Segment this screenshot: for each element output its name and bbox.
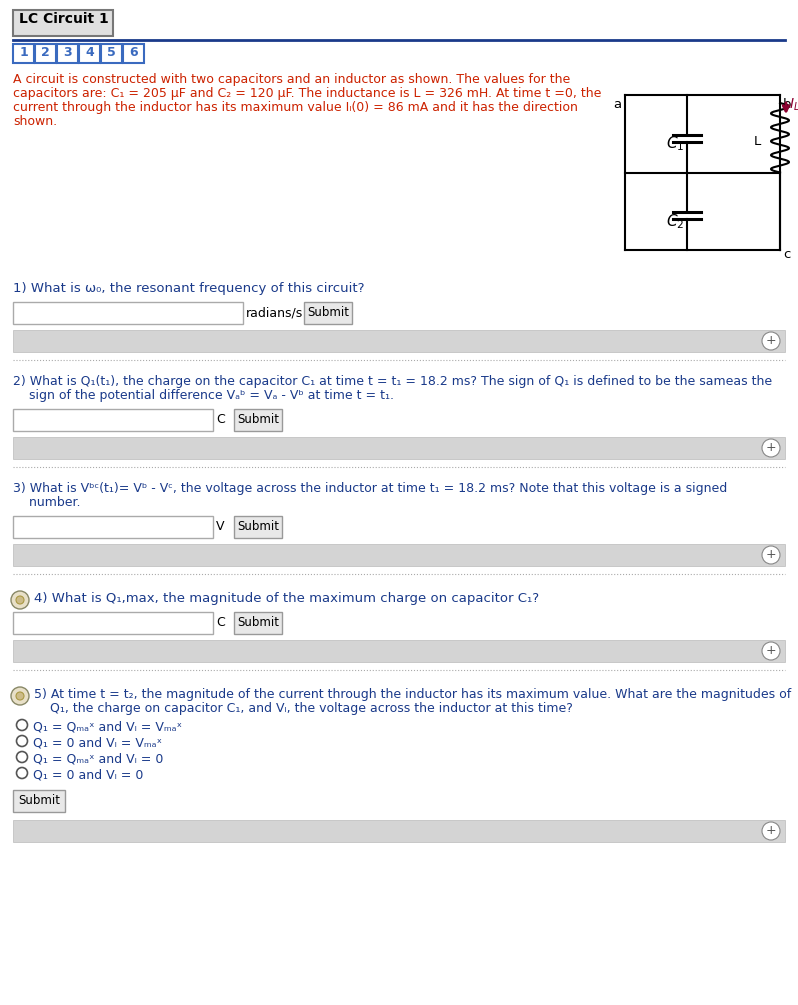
Bar [234, 409, 282, 431]
Bar [123, 44, 144, 63]
Text: Submit: Submit [237, 520, 279, 533]
Text: +: + [766, 548, 776, 561]
Circle shape [16, 692, 24, 700]
Text: $C_1$: $C_1$ [666, 135, 684, 153]
Text: 4) What is Q₁,max, the magnitude of the maximum charge on capacitor C₁?: 4) What is Q₁,max, the magnitude of the … [34, 592, 539, 605]
Text: 1: 1 [19, 46, 28, 59]
Text: A circuit is constructed with two capacitors and an inductor as shown. The value: A circuit is constructed with two capaci… [13, 73, 571, 86]
Text: L: L [754, 135, 761, 148]
Text: +: + [766, 334, 776, 347]
Text: shown.: shown. [13, 115, 57, 128]
Text: Q₁ = Qₘₐˣ and Vₗ = 0: Q₁ = Qₘₐˣ and Vₗ = 0 [33, 752, 164, 765]
Text: 2: 2 [41, 46, 49, 59]
Text: 3: 3 [63, 46, 72, 59]
Bar [13, 409, 213, 431]
Bar [13, 10, 113, 36]
Text: 4: 4 [85, 46, 94, 59]
Text: Submit: Submit [18, 794, 60, 807]
Text: Q₁ = 0 and Vₗ = 0: Q₁ = 0 and Vₗ = 0 [33, 768, 144, 781]
Text: a: a [613, 98, 621, 111]
Bar [234, 612, 282, 634]
Text: Submit: Submit [307, 306, 349, 319]
Text: radians/s: radians/s [246, 306, 303, 319]
Text: Submit: Submit [237, 413, 279, 426]
Circle shape [762, 546, 780, 564]
Circle shape [762, 642, 780, 660]
Text: C: C [216, 616, 225, 629]
Text: +: + [766, 823, 776, 836]
Bar [13, 516, 213, 538]
Text: b: b [783, 98, 792, 111]
Circle shape [762, 439, 780, 457]
Bar [57, 44, 78, 63]
Bar [304, 302, 352, 324]
Bar [13, 437, 785, 459]
Text: capacitors are: C₁ = 205 μF and C₂ = 120 μF. The inductance is L = 326 mH. At ti: capacitors are: C₁ = 205 μF and C₂ = 120… [13, 87, 602, 100]
Circle shape [762, 822, 780, 840]
Bar [79, 44, 100, 63]
Text: C: C [216, 413, 225, 426]
Circle shape [11, 687, 29, 705]
Circle shape [17, 720, 27, 731]
Text: $C_2$: $C_2$ [666, 212, 684, 230]
Text: number.: number. [13, 496, 81, 509]
Text: $I_L$: $I_L$ [789, 96, 798, 114]
Text: 3) What is Vᵇᶜ(t₁)= Vᵇ - Vᶜ, the voltage across the inductor at time t₁ = 18.2 m: 3) What is Vᵇᶜ(t₁)= Vᵇ - Vᶜ, the voltage… [13, 482, 727, 495]
Text: 5: 5 [107, 46, 116, 59]
Bar [13, 44, 34, 63]
Text: Q₁ = 0 and Vₗ = Vₘₐˣ: Q₁ = 0 and Vₗ = Vₘₐˣ [33, 736, 162, 749]
Text: Q₁, the charge on capacitor C₁, and Vₗ, the voltage across the inductor at this : Q₁, the charge on capacitor C₁, and Vₗ, … [34, 702, 573, 715]
Bar [13, 330, 785, 352]
Text: 2) What is Q₁(t₁), the charge on the capacitor C₁ at time t = t₁ = 18.2 ms? The : 2) What is Q₁(t₁), the charge on the cap… [13, 375, 772, 388]
Text: +: + [766, 440, 776, 453]
Text: LC Circuit 1: LC Circuit 1 [19, 12, 109, 26]
Text: Q₁ = Qₘₐˣ and Vₗ = Vₘₐˣ: Q₁ = Qₘₐˣ and Vₗ = Vₘₐˣ [33, 720, 182, 733]
Circle shape [17, 752, 27, 763]
Text: sign of the potential difference Vₐᵇ = Vₐ - Vᵇ at time t = t₁.: sign of the potential difference Vₐᵇ = V… [13, 389, 394, 402]
Bar [234, 516, 282, 538]
Circle shape [16, 596, 24, 604]
Text: Submit: Submit [237, 616, 279, 629]
Circle shape [17, 736, 27, 747]
Bar [101, 44, 122, 63]
Text: current through the inductor has its maximum value Iₗ(0) = 86 mA and it has the : current through the inductor has its max… [13, 100, 578, 114]
Bar [13, 790, 65, 812]
Bar [13, 612, 213, 634]
Text: V: V [216, 520, 224, 533]
Bar [35, 44, 56, 63]
Circle shape [762, 332, 780, 350]
Text: 1) What is ω₀, the resonant frequency of this circuit?: 1) What is ω₀, the resonant frequency of… [13, 282, 365, 295]
Bar [13, 820, 785, 842]
Bar [13, 302, 243, 324]
Bar [13, 544, 785, 566]
Text: c: c [783, 248, 790, 261]
Bar [13, 640, 785, 662]
Circle shape [11, 591, 29, 609]
Text: +: + [766, 643, 776, 656]
Circle shape [17, 768, 27, 779]
Text: 5) At time t = t₂, the magnitude of the current through the inductor has its max: 5) At time t = t₂, the magnitude of the … [34, 688, 792, 701]
Text: 6: 6 [129, 46, 138, 59]
